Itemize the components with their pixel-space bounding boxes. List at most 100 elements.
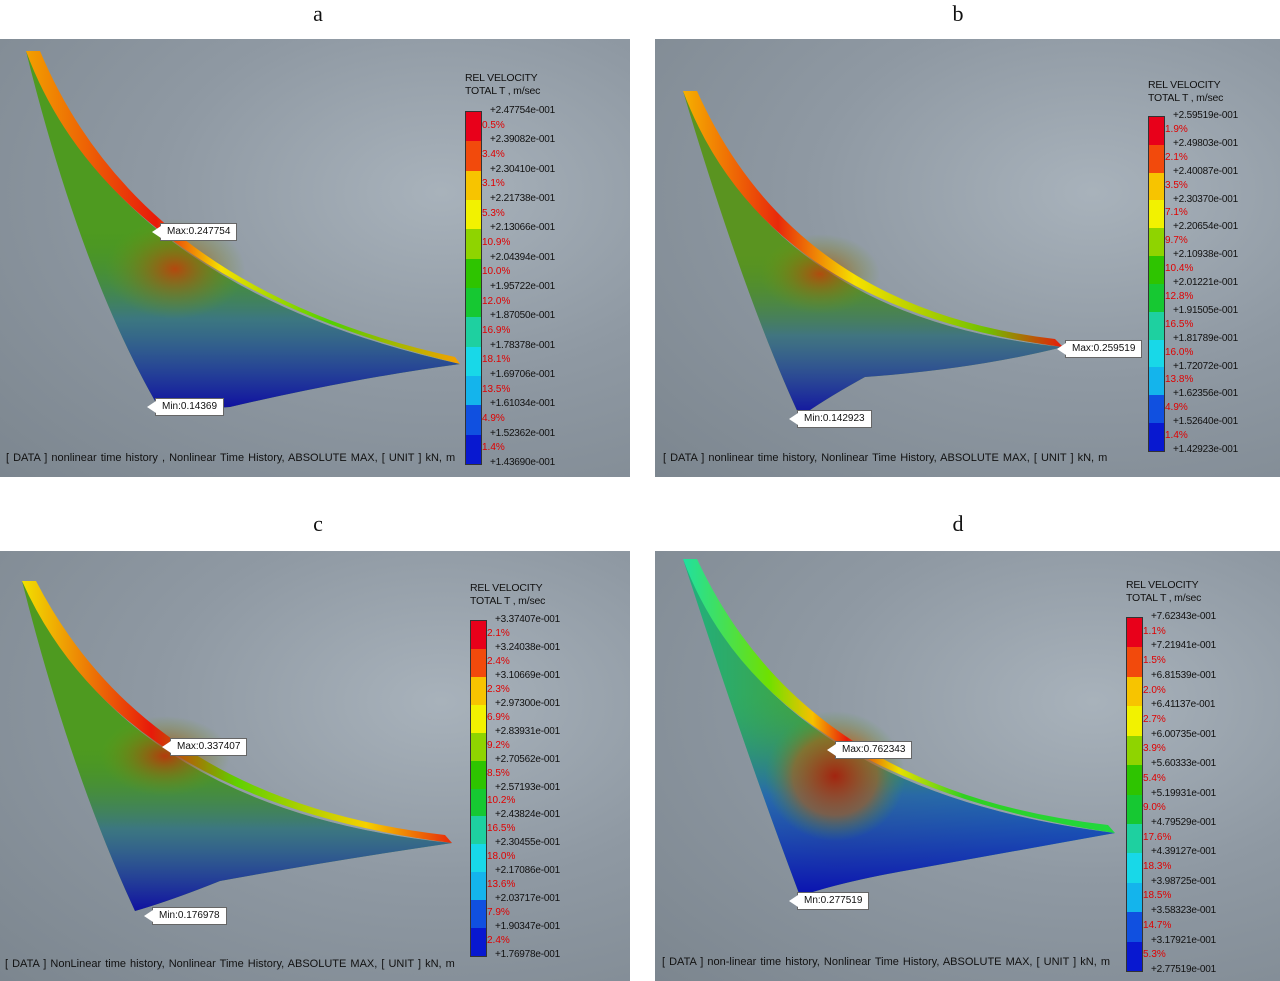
legend-percent-label: 3.1% bbox=[482, 178, 505, 190]
legend-value-label: +2.57193e-001 bbox=[495, 781, 560, 793]
legend-color-segment bbox=[1127, 618, 1142, 648]
legend-title: REL VELOCITY TOTAL T , m/sec bbox=[1126, 579, 1202, 604]
max-value-tag: Max:0.259519 bbox=[1056, 340, 1143, 358]
legend-color-segment bbox=[1149, 339, 1164, 368]
legend-percent-label: 2.1% bbox=[1165, 151, 1188, 163]
legend-value-label: +2.83931e-001 bbox=[495, 725, 560, 737]
legend-color-segment bbox=[471, 732, 486, 761]
legend-value-label: +1.62356e-001 bbox=[1173, 388, 1238, 400]
legend-value-label: +2.97300e-001 bbox=[495, 697, 560, 709]
legend-value-label: +3.24038e-001 bbox=[495, 641, 560, 653]
legend-value-label: +7.62343e-001 bbox=[1151, 611, 1216, 622]
legend-color-segment bbox=[471, 928, 486, 957]
legend-percent-label: 13.6% bbox=[487, 879, 516, 891]
max-value-tag: Max:0.247754 bbox=[151, 223, 238, 241]
legend-value-label: +3.37407e-001 bbox=[495, 614, 560, 625]
max-value-tag: Max:0.762343 bbox=[826, 741, 913, 759]
legend-percent-label: 3.5% bbox=[1165, 179, 1188, 191]
legend-color-segment bbox=[1149, 117, 1164, 145]
dam-contour-shape bbox=[26, 51, 460, 409]
legend-color-segment bbox=[466, 258, 481, 288]
panel-d-label: d bbox=[952, 511, 964, 536]
legend-value-label: +4.39127e-001 bbox=[1151, 846, 1216, 858]
legend-value-label: +2.03717e-001 bbox=[495, 893, 560, 905]
legend-color-segment bbox=[471, 900, 486, 929]
legend-color-segment bbox=[1127, 706, 1142, 736]
legend-percent-label: 5.4% bbox=[1143, 772, 1166, 784]
min-value-tag: Mn:0.277519 bbox=[788, 892, 870, 910]
legend-color-segment bbox=[1149, 144, 1164, 173]
legend-color-segment bbox=[466, 141, 481, 171]
legend-percent-label: 2.4% bbox=[487, 655, 510, 667]
legend-value-label: +3.98725e-001 bbox=[1151, 875, 1216, 887]
legend-percent-label: 10.0% bbox=[482, 266, 511, 278]
legend-color-segment bbox=[1149, 172, 1164, 201]
legend-color-segment bbox=[471, 844, 486, 873]
legend-color-segment bbox=[1149, 311, 1164, 340]
legend-percent-label: 3.4% bbox=[482, 149, 505, 160]
min-value-tag: Min:0.176978 bbox=[144, 907, 227, 925]
legend-color-segment bbox=[466, 199, 481, 230]
legend-value-label: +2.30455e-001 bbox=[495, 837, 560, 849]
legend-color-segment bbox=[1127, 735, 1142, 766]
legend-color-segment bbox=[466, 405, 481, 435]
legend-value-label: +6.41137e-001 bbox=[1151, 699, 1216, 711]
legend-value-label: +2.70562e-001 bbox=[495, 753, 560, 765]
legend-color-bar bbox=[470, 620, 487, 957]
legend-percent-label: 10.9% bbox=[482, 237, 511, 248]
panel-b: Max:0.259519 Min:0.142923 REL VELOCITY T… bbox=[655, 39, 1280, 477]
legend-value-label: +2.40087e-001 bbox=[1173, 165, 1238, 177]
legend-color-bar bbox=[1148, 116, 1165, 452]
panel-c-label: c bbox=[313, 511, 323, 536]
legend-value-label: +1.87050e-001 bbox=[490, 310, 555, 322]
legend-color-segment bbox=[466, 170, 481, 200]
legend-value-label: +1.61034e-001 bbox=[490, 398, 555, 410]
legend-color-segment bbox=[471, 648, 486, 677]
legend-color-segment bbox=[466, 229, 481, 259]
legend-value-label: +6.81539e-001 bbox=[1151, 669, 1216, 681]
legend-color-segment bbox=[466, 375, 481, 406]
min-value-tag: Min:0.142923 bbox=[789, 410, 872, 428]
legend-percent-label: 14.7% bbox=[1143, 919, 1172, 931]
legend-value-label: +5.19931e-001 bbox=[1151, 787, 1216, 799]
analysis-info-footer: [ DATA ] nonlinear time history , Nonlin… bbox=[6, 452, 456, 464]
panel-b-label: b bbox=[952, 1, 964, 26]
legend-percent-label: 1.1% bbox=[1143, 625, 1166, 637]
legend-percent-label: 12.0% bbox=[482, 295, 511, 307]
legend-value-label: +2.10938e-001 bbox=[1173, 249, 1238, 261]
legend-value-label: +1.76978e-001 bbox=[495, 949, 560, 960]
legend-color-segment bbox=[1149, 200, 1164, 229]
legend-percent-label: 12.8% bbox=[1165, 290, 1194, 302]
legend-value-label: +1.52640e-001 bbox=[1173, 416, 1238, 428]
legend-value-label: +6.00735e-001 bbox=[1151, 728, 1216, 740]
legend-value-label: +1.95722e-001 bbox=[490, 281, 555, 292]
legend-percent-label: 18.3% bbox=[1143, 861, 1172, 873]
legend-percent-label: 5.3% bbox=[1143, 949, 1166, 961]
legend-percent-label: 7.9% bbox=[487, 907, 510, 919]
legend-value-label: +2.20654e-001 bbox=[1173, 221, 1238, 233]
legend-color-segment bbox=[1127, 794, 1142, 824]
legend-value-label: +2.21738e-001 bbox=[490, 193, 555, 204]
legend-color-segment bbox=[1149, 283, 1164, 312]
legend-color-segment bbox=[471, 704, 486, 733]
legend-percent-label: 1.9% bbox=[1165, 123, 1188, 135]
legend-color-segment bbox=[471, 760, 486, 789]
legend-value-label: +1.69706e-001 bbox=[490, 369, 555, 380]
legend-percent-label: 5.3% bbox=[482, 207, 505, 219]
legend-percent-label: 16.9% bbox=[482, 325, 511, 336]
legend-value-label: +2.30370e-001 bbox=[1173, 193, 1238, 205]
legend-percent-label: 1.5% bbox=[1143, 655, 1166, 667]
panel-d: Max:0.762343 Mn:0.277519 REL VELOCITY TO… bbox=[655, 551, 1280, 981]
legend-color-segment bbox=[1127, 912, 1142, 942]
legend-value-label: +2.39082e-001 bbox=[490, 134, 555, 146]
legend-percent-label: 17.6% bbox=[1143, 831, 1172, 843]
legend-percent-label: 13.8% bbox=[1165, 374, 1194, 386]
dam-contour-shape bbox=[22, 581, 452, 911]
legend-value-label: +2.30410e-001 bbox=[490, 163, 555, 175]
legend-value-label: +1.42923e-001 bbox=[1173, 444, 1238, 455]
legend-percent-label: 2.3% bbox=[487, 683, 510, 695]
legend-percent-label: 6.9% bbox=[487, 711, 510, 723]
legend-color-segment bbox=[1149, 228, 1164, 257]
legend-value-label: +2.04394e-001 bbox=[490, 251, 555, 263]
legend-percent-label: 10.4% bbox=[1165, 263, 1194, 275]
